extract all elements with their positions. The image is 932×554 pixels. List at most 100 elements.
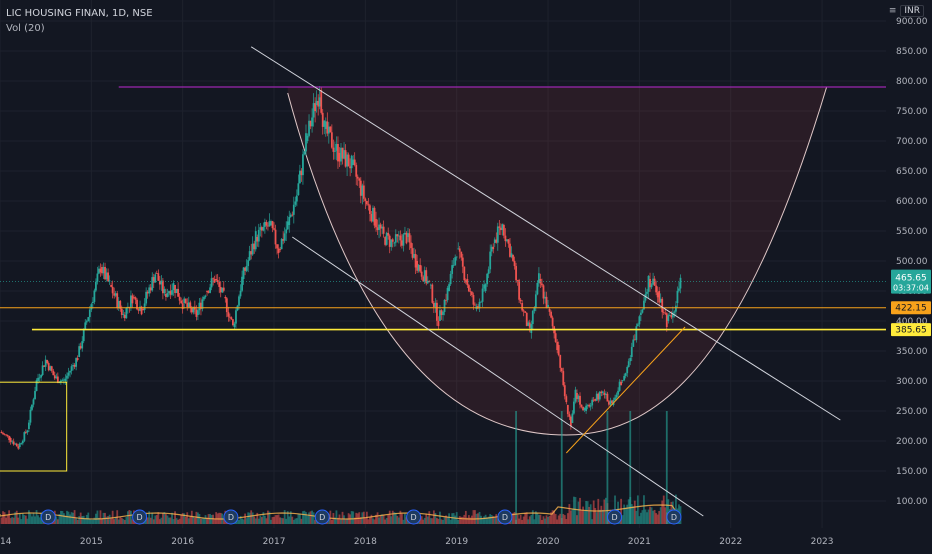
candle-body	[531, 310, 534, 325]
candle-body	[650, 284, 653, 288]
volume-bar	[635, 510, 638, 524]
candle-body	[225, 298, 228, 313]
volume-bar	[626, 504, 629, 524]
candle-body	[242, 267, 245, 279]
y-tick-label: 100.00	[896, 497, 928, 507]
volume-bar	[350, 511, 353, 524]
candle-body	[308, 120, 310, 136]
candle-body	[31, 404, 33, 410]
dividend-marker-icon[interactable]	[497, 509, 513, 525]
volume-bar	[213, 518, 216, 524]
volume-bar	[603, 499, 606, 524]
downtrend-line-lower[interactable]	[292, 236, 704, 517]
candle-body	[385, 232, 388, 245]
candle-body	[675, 305, 677, 312]
candle-body	[448, 284, 450, 291]
volume-bar	[123, 519, 126, 524]
candle-body	[353, 159, 356, 166]
dividend-marker-icon[interactable]	[223, 509, 239, 525]
volume-bar	[454, 515, 457, 524]
candle-body	[190, 307, 193, 313]
candle-body	[288, 216, 291, 225]
volume-bar	[650, 507, 653, 524]
candle-body	[506, 239, 508, 242]
volume-bar	[556, 519, 559, 524]
volume-bar	[206, 518, 208, 524]
volume-bar	[598, 509, 601, 524]
volume-bar	[335, 510, 338, 524]
dividend-marker-icon[interactable]	[607, 509, 623, 525]
candle-body	[241, 276, 243, 291]
candle-body	[213, 279, 216, 283]
volume-bar	[519, 514, 522, 524]
candle-body	[247, 260, 250, 267]
volume-bar	[311, 510, 313, 524]
price-scale-settings[interactable]: ≡ INR	[889, 5, 924, 17]
candle-body	[59, 380, 62, 383]
dividend-marker-icon[interactable]	[666, 509, 682, 525]
candle-body	[136, 299, 138, 310]
cup-shaded-area	[287, 87, 827, 435]
candle-body	[232, 319, 234, 326]
candle-body	[221, 287, 224, 293]
candle-body	[443, 299, 446, 312]
candle-body	[365, 201, 368, 205]
dividend-marker-icon[interactable]	[406, 509, 422, 525]
candle-body	[250, 251, 253, 255]
candle-body	[323, 120, 326, 127]
downtrend-line-upper[interactable]	[250, 46, 841, 421]
candle-body	[166, 293, 169, 297]
candle-body	[317, 100, 320, 107]
candle-body	[548, 309, 551, 312]
candle-body	[75, 358, 78, 367]
candle-body	[79, 346, 82, 349]
candle-body	[224, 297, 227, 299]
volume-bar	[222, 519, 225, 524]
dividend-marker-icon[interactable]	[314, 509, 330, 525]
candle-body	[181, 303, 184, 310]
volume-bar	[101, 518, 103, 524]
volume-bar	[624, 507, 627, 524]
y-tick-label: 800.00	[896, 77, 928, 87]
volume-bar	[200, 518, 202, 524]
candle-body	[416, 261, 419, 271]
candle-body	[400, 240, 403, 246]
candle-body	[676, 290, 679, 303]
candle-body	[295, 195, 298, 202]
candle-body	[661, 298, 664, 313]
dividend-marker-icon[interactable]	[40, 509, 56, 525]
volume-bar	[93, 517, 96, 524]
volume-bar	[283, 510, 286, 524]
candle-body	[88, 309, 91, 318]
volume-bar	[387, 514, 390, 524]
volume-bar	[91, 519, 94, 524]
consolidation-box[interactable]	[0, 381, 68, 472]
currency-badge[interactable]: INR	[900, 5, 924, 17]
x-tick-label: 2015	[80, 537, 103, 547]
candle-body	[626, 367, 629, 374]
candle-body	[273, 228, 275, 230]
menu-icon[interactable]: ≡	[888, 6, 897, 16]
y-tick-label: 600.00	[896, 197, 928, 207]
candle-body	[12, 441, 15, 445]
candle-body	[376, 227, 379, 231]
volume-bar	[268, 511, 271, 524]
volume-bar	[259, 515, 262, 524]
volume-indicator-label[interactable]: Vol (20)	[6, 23, 45, 34]
candle-body	[17, 446, 20, 449]
volume-bar	[388, 510, 391, 524]
dividend-marker-icon[interactable]	[132, 509, 148, 525]
candle-body	[49, 366, 52, 371]
uptrend-line[interactable]	[565, 326, 686, 454]
candle-body	[440, 310, 443, 315]
volume-bar	[420, 516, 423, 524]
candle-body	[158, 280, 161, 285]
price-label-badge	[891, 301, 931, 315]
candle-body	[551, 317, 554, 327]
cup-arc[interactable]	[287, 86, 828, 436]
candle-body	[346, 154, 348, 167]
volume-bar	[547, 516, 549, 524]
symbol-title[interactable]: LIC HOUSING FINAN, 1D, NSE	[6, 8, 153, 19]
